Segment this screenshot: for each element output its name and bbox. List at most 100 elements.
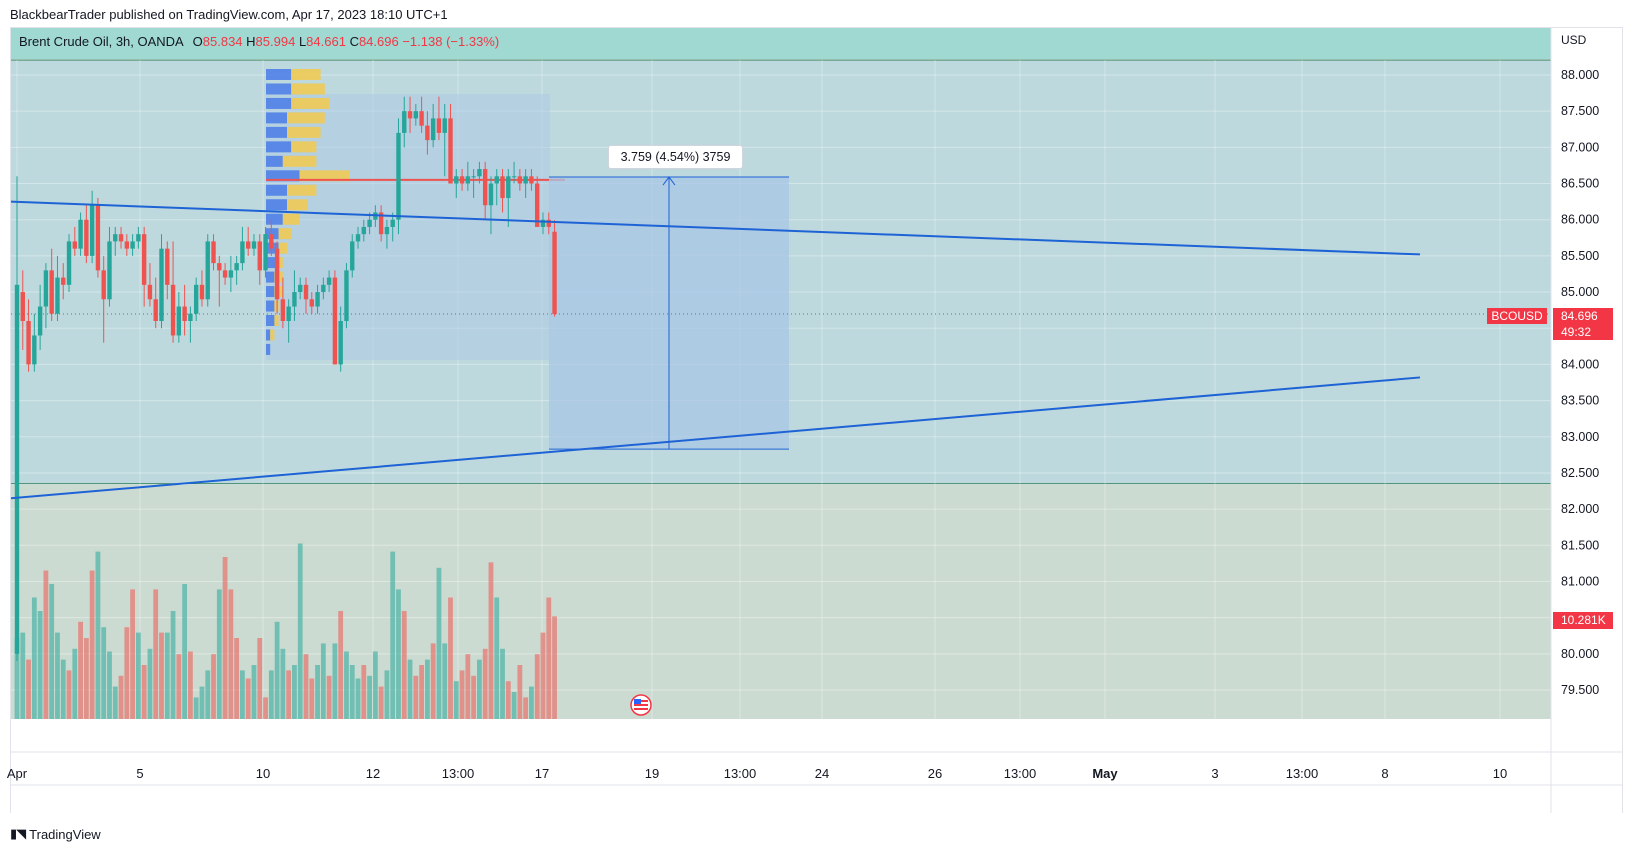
volume-bar — [268, 670, 274, 719]
volume-profile-bar-up — [266, 126, 287, 138]
volume-profile-bar-down — [291, 97, 329, 109]
time-tick-label: 10 — [256, 766, 270, 781]
volume-profile-bar-down — [291, 69, 321, 80]
candle-body — [280, 299, 286, 321]
volume-bar — [424, 659, 430, 719]
candle-body — [350, 241, 355, 271]
volume-bar — [141, 665, 147, 719]
volume-bar — [390, 551, 396, 719]
price-tick-label: 82.500 — [1561, 466, 1599, 480]
candle-body — [298, 284, 303, 293]
time-tick-label: 19 — [645, 766, 659, 781]
candle-body — [384, 226, 390, 235]
volume-bar — [297, 543, 303, 719]
price-axis[interactable]: 88.000 87.500 87.000 86.500 86.000 85.500 85.0… — [1561, 68, 1599, 697]
candle-body — [55, 277, 60, 314]
legend-open-value: 85.834 — [202, 34, 243, 49]
volume-bar — [124, 627, 130, 719]
time-tick-label: 13:00 — [1004, 766, 1037, 781]
volume-profile-bar-down — [291, 141, 317, 153]
volume-bar — [355, 678, 361, 719]
candle-body — [141, 234, 147, 285]
volume-bar — [459, 670, 465, 719]
volume-profile-bar-up — [266, 155, 283, 167]
volume-profile-bar-down — [274, 315, 279, 326]
volume-profile-bar-down — [282, 155, 317, 167]
volume-bar — [552, 616, 557, 719]
volume-profile-bar-down — [278, 257, 283, 269]
trendlines[interactable] — [10, 200, 1421, 500]
volume-bar — [413, 675, 419, 719]
candle-body — [251, 241, 257, 249]
candle-body — [176, 306, 182, 336]
volume-bar — [176, 654, 182, 719]
volume-profile-bar-down — [299, 170, 350, 182]
volume-profile-bar-up — [266, 315, 275, 326]
candle-body — [274, 248, 280, 300]
volume-bar — [401, 611, 407, 719]
volume-bar — [20, 632, 26, 719]
candle-body — [61, 277, 66, 285]
last-price-tag: 84.696 — [1553, 308, 1613, 324]
volume-profile-bar-down — [282, 213, 300, 225]
volume-bar — [349, 665, 355, 719]
volume-bar — [419, 665, 424, 719]
candle-body — [482, 169, 488, 206]
candle-body — [257, 241, 262, 271]
volume-bar — [361, 665, 367, 719]
candle-body — [407, 111, 413, 119]
volume-bar — [89, 570, 95, 719]
volume-bar — [251, 665, 257, 719]
volume-bar — [170, 611, 176, 719]
tradingview-brand[interactable]: ▮◥ TradingView — [10, 826, 101, 842]
legend-symbol[interactable]: Brent Crude Oil, 3h, OANDA — [19, 34, 184, 49]
volume-bar — [188, 651, 193, 719]
legend-low-value: 84.661 — [306, 34, 346, 49]
candle-body — [517, 176, 523, 184]
candle-body — [436, 118, 442, 133]
volume-profile-range — [266, 94, 550, 360]
candle-body — [66, 241, 72, 285]
candle-body — [442, 118, 447, 133]
tradingview-logo-icon: ▮◥ — [10, 826, 26, 841]
volume-bar — [326, 675, 332, 719]
volume-profile-bar-up — [266, 83, 292, 95]
price-tick-label: 85.000 — [1561, 285, 1599, 299]
volume-bar — [505, 681, 511, 719]
volume-bar — [60, 659, 66, 719]
volume-bar — [332, 643, 338, 719]
volume-bar — [31, 597, 37, 719]
candle-body — [113, 234, 118, 242]
price-tick-label: 86.500 — [1561, 177, 1599, 191]
candle-body — [49, 270, 54, 314]
volume-bar — [482, 648, 488, 719]
candle-body — [240, 241, 245, 264]
price-tick-label: 81.000 — [1561, 574, 1599, 588]
candle-body — [246, 241, 251, 249]
candle-body — [124, 241, 130, 249]
time-tick-label: May — [1092, 766, 1118, 781]
candle-body — [402, 111, 407, 133]
volume-profile-bar-down — [274, 300, 279, 312]
candle-body — [540, 219, 546, 227]
legend-high-value: 85.994 — [255, 34, 296, 49]
volume-bar — [240, 670, 245, 719]
volume-bar — [159, 632, 164, 719]
price-tick-label: 82.000 — [1561, 502, 1599, 516]
volume-bar — [534, 654, 540, 719]
candle-body — [494, 176, 499, 184]
price-tick-label: 80.000 — [1561, 647, 1599, 661]
candle-body — [84, 219, 89, 256]
volume-bar — [453, 681, 459, 719]
chart-legend: Brent Crude Oil, 3h, OANDA O85.834 H85.9… — [19, 34, 499, 49]
time-tick-label: 12 — [366, 766, 380, 781]
candle-body — [165, 248, 170, 285]
candle-body — [170, 284, 176, 336]
volume-bar — [118, 675, 124, 719]
time-axis[interactable]: Apr 5 10 12 13:00 17 19 13:00 24 26 13:00 May 3 13:00… — [7, 766, 1507, 781]
price-range-measure[interactable] — [549, 176, 789, 450]
legend-high-label: H — [246, 34, 256, 49]
us-flag-event-icon[interactable] — [630, 694, 652, 716]
candle-body — [130, 241, 135, 249]
